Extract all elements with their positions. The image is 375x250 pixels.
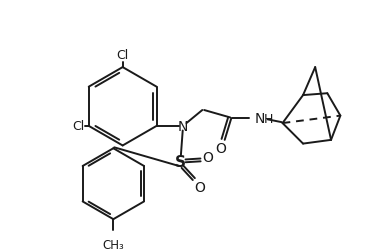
Text: N: N bbox=[255, 112, 265, 126]
Text: O: O bbox=[216, 142, 226, 156]
Text: O: O bbox=[202, 150, 213, 164]
Text: S: S bbox=[176, 154, 186, 169]
Text: O: O bbox=[194, 181, 205, 195]
Text: Cl: Cl bbox=[117, 48, 129, 61]
Text: CH₃: CH₃ bbox=[102, 238, 124, 250]
Text: Cl: Cl bbox=[72, 120, 84, 133]
Text: H: H bbox=[264, 112, 273, 126]
Text: N: N bbox=[177, 120, 188, 133]
